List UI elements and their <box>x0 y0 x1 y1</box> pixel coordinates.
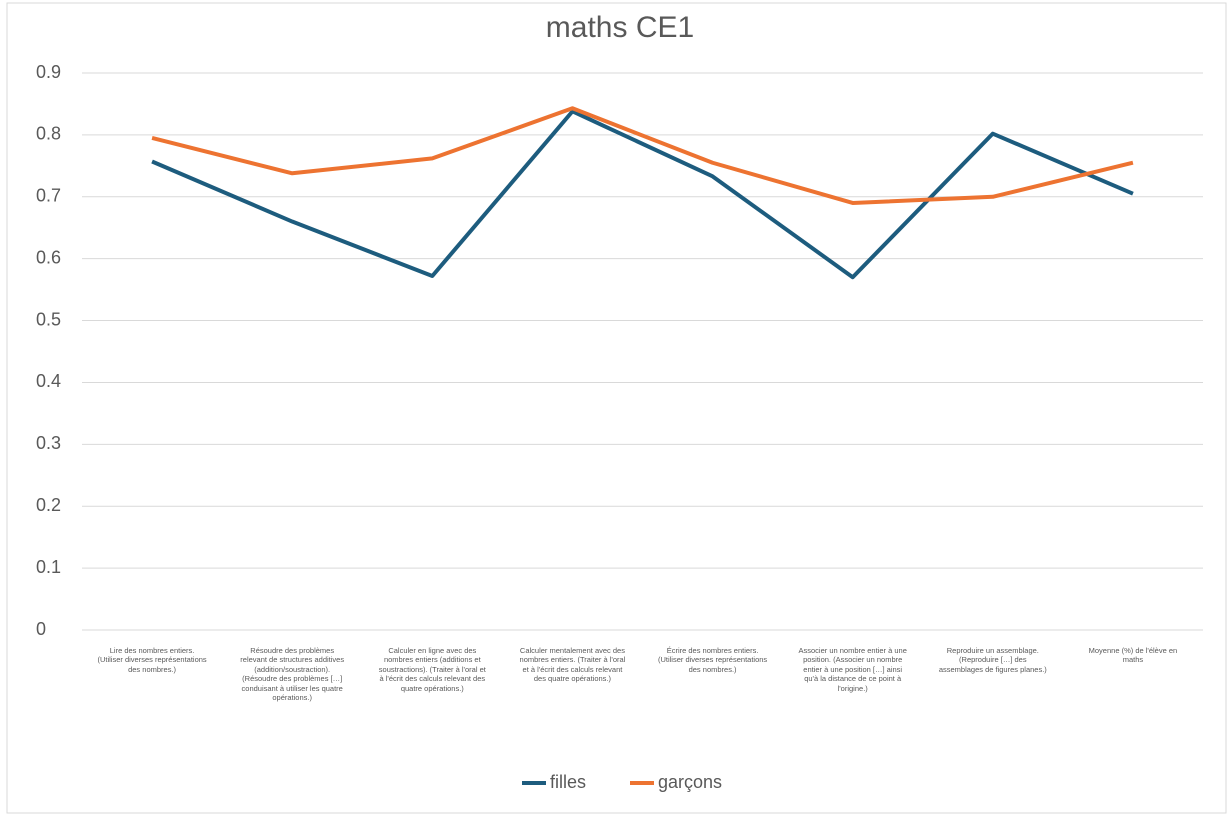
x-tick-label: Calculer en ligne avec des nombres entie… <box>378 646 486 693</box>
legend-label: filles <box>550 772 586 792</box>
x-tick-label-box: Calculer mentalement avec des nombres en… <box>519 646 626 684</box>
x-tick-label-box: Calculer en ligne avec des nombres entie… <box>378 646 486 693</box>
x-tick-label: Écrire des nombres entiers. (Utiliser di… <box>657 646 768 674</box>
line-series <box>151 106 1134 205</box>
y-tick-label: 0.9 <box>36 62 61 82</box>
legend-label: garçons <box>658 772 722 792</box>
x-tick-label-box: Reproduire un assemblage. (Reproduire […… <box>938 646 1047 674</box>
x-tick-label-box: Résoudre des problèmes relevant de struc… <box>240 646 345 702</box>
y-tick-label: 0.6 <box>36 247 61 267</box>
y-tick-label: 0.2 <box>36 495 61 515</box>
x-tick-label: Lire des nombres entiers. (Utiliser dive… <box>97 646 207 674</box>
x-tick-label: Moyenne (%) de l'élève en maths <box>1088 646 1178 665</box>
x-tick-label-box: Écrire des nombres entiers. (Utiliser di… <box>657 646 768 674</box>
chart-border <box>6 2 1227 814</box>
x-tick-label-box: Associer un nombre entier à une position… <box>798 646 907 693</box>
line-series <box>151 109 1134 280</box>
y-tick-label: 0.5 <box>36 309 61 329</box>
x-tick-label-box: Moyenne (%) de l'élève en maths <box>1088 646 1178 665</box>
y-tick-label: 0.7 <box>36 186 61 206</box>
y-tick-label: 0.1 <box>36 557 61 577</box>
x-tick-label: Calculer mentalement avec des nombres en… <box>519 646 626 684</box>
x-tick-label: Résoudre des problèmes relevant de struc… <box>240 646 345 702</box>
x-tick-label: Reproduire un assemblage. (Reproduire […… <box>938 646 1047 674</box>
y-tick-label: 0.3 <box>36 433 61 453</box>
y-tick-label: 0.8 <box>36 124 61 144</box>
x-tick-label: Associer un nombre entier à une position… <box>798 646 907 693</box>
x-tick-label-box: Lire des nombres entiers. (Utiliser dive… <box>97 646 207 674</box>
chart-title: maths CE1 <box>546 11 694 44</box>
y-tick-label: 0.4 <box>36 371 61 391</box>
y-tick-label: 0 <box>36 619 46 639</box>
